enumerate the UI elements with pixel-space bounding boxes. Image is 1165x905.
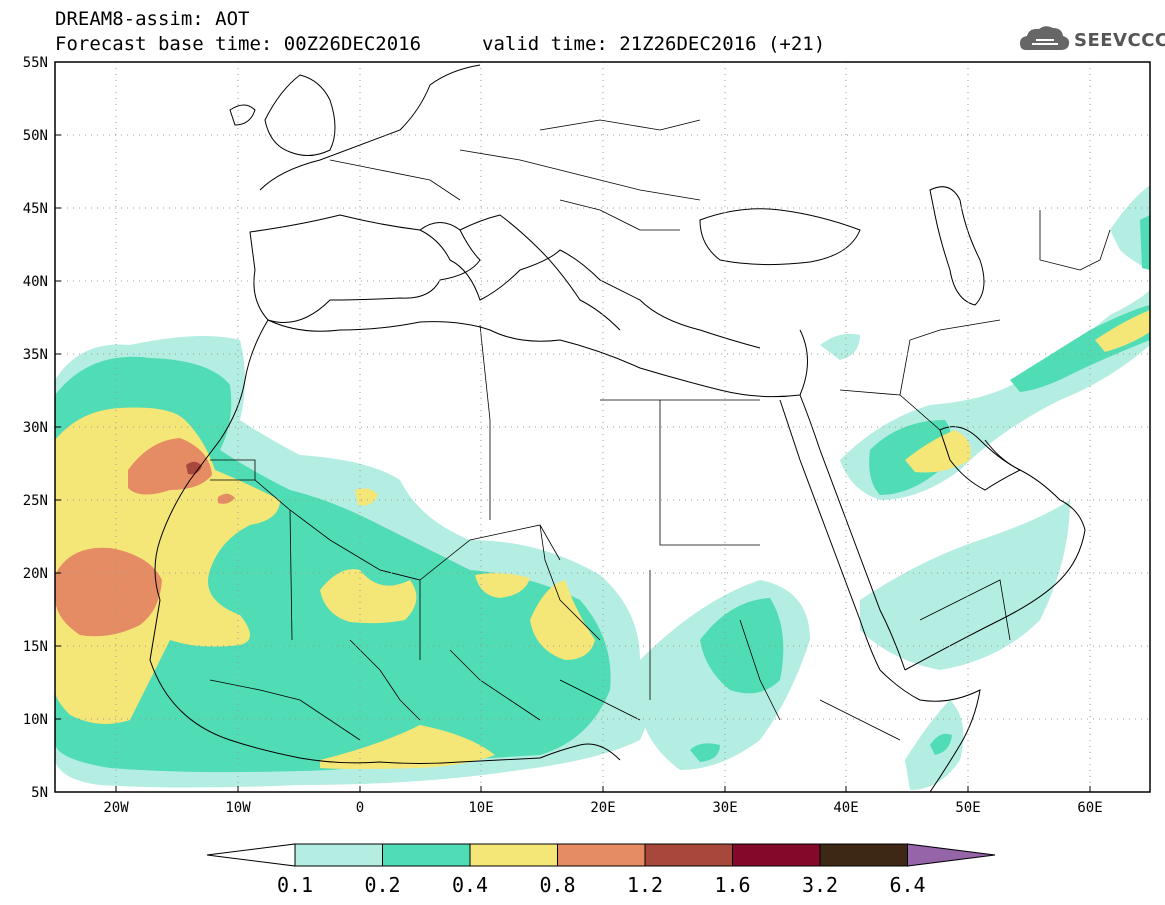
colorbar-max-arrow xyxy=(907,843,996,867)
lon-label: 60E xyxy=(1077,800,1102,816)
tick-marks xyxy=(55,61,1091,793)
colorbar-label: 1.6 xyxy=(714,873,750,897)
colorbar: 0.1 0.2 0.4 0.8 1.2 1.6 3.2 6.4 xyxy=(206,843,996,897)
lat-label: 40N xyxy=(23,274,48,290)
colorbar-swatch xyxy=(732,843,821,867)
colorbar-label: 0.4 xyxy=(452,873,488,897)
lat-label: 55N xyxy=(23,55,48,71)
colorbar-label: 1.2 xyxy=(627,873,663,897)
lat-label: 5N xyxy=(31,785,48,801)
colorbar-label: 0.2 xyxy=(364,873,400,897)
aot-field xyxy=(55,185,1150,790)
colorbar-swatch xyxy=(469,843,558,867)
map-title: DREAM8-assim: AOT xyxy=(55,8,250,30)
colorbar-swatch xyxy=(819,843,908,867)
logo-text: SEEVCCC xyxy=(1074,30,1165,51)
colorbar-swatch xyxy=(294,843,383,867)
cloud-icon xyxy=(1020,26,1070,50)
lat-label: 45N xyxy=(23,201,48,217)
gridlines xyxy=(55,62,1150,792)
lat-label: 10N xyxy=(23,712,48,728)
aot-band-0.8 xyxy=(55,547,162,637)
coastlines xyxy=(149,64,1086,792)
lon-labels: 20W 10W 0 10E 20E 30E 40E 50E 60E xyxy=(103,800,1102,816)
lon-label: 10W xyxy=(225,800,251,816)
lat-label: 15N xyxy=(23,639,48,655)
lon-label: 10E xyxy=(468,800,493,816)
forecast-base-time: Forecast base time: 00Z26DEC2016 xyxy=(55,33,422,55)
colorbar-label: 0.8 xyxy=(539,873,575,897)
lon-label: 50E xyxy=(955,800,980,816)
lon-label: 40E xyxy=(833,800,858,816)
lon-label: 30E xyxy=(712,800,737,816)
country-borders xyxy=(209,119,1111,741)
colorbar-label: 0.1 xyxy=(277,873,313,897)
lat-label: 20N xyxy=(23,566,48,582)
valid-time: valid time: 21Z26DEC2016 (+21) xyxy=(482,33,826,55)
colorbar-min-arrow xyxy=(206,843,296,867)
lat-labels: 55N 50N 45N 40N 35N 30N 25N 20N 15N 10N … xyxy=(23,55,48,801)
lat-label: 50N xyxy=(23,128,48,144)
colorbar-label: 3.2 xyxy=(802,873,838,897)
aot-band-0.4 xyxy=(55,407,280,724)
colorbar-swatch xyxy=(382,843,471,867)
lon-label: 20W xyxy=(103,800,129,816)
lat-label: 35N xyxy=(23,347,48,363)
lon-label: 20E xyxy=(590,800,615,816)
aot-band-1.2 xyxy=(186,461,202,475)
lat-label: 25N xyxy=(23,493,48,509)
colorbar-label: 6.4 xyxy=(889,873,925,897)
colorbar-swatch xyxy=(644,843,733,867)
lat-label: 30N xyxy=(23,420,48,436)
lon-label: 0 xyxy=(356,800,364,816)
colorbar-swatch xyxy=(557,843,646,867)
